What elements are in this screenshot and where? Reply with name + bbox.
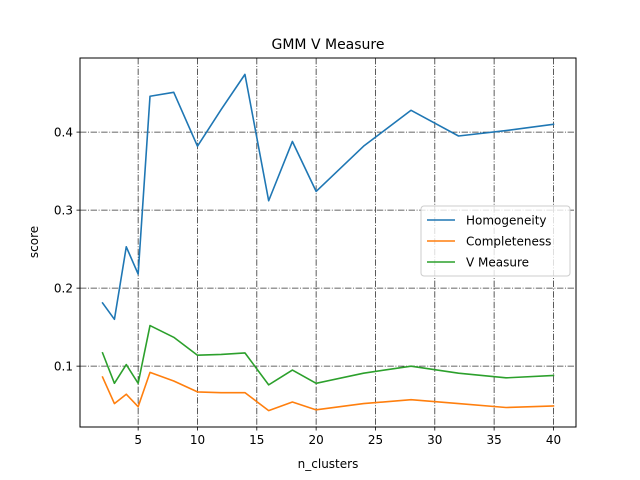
- y-tick-label: 0.4: [54, 126, 73, 140]
- y-tick-label: 0.2: [54, 282, 73, 296]
- x-tick-label: 15: [249, 433, 264, 447]
- legend: Homogeneity Completeness V Measure: [420, 205, 571, 277]
- x-tick-label: 25: [368, 433, 383, 447]
- legend-label-completeness: Completeness: [466, 235, 551, 249]
- x-tick-label: 35: [486, 433, 501, 447]
- x-tick-label: 10: [190, 433, 205, 447]
- x-tick-label: 5: [134, 433, 142, 447]
- y-tick-label: 0.1: [54, 360, 73, 374]
- series-line-v-measure: [101, 324, 555, 386]
- legend-label-v-measure: V Measure: [466, 256, 529, 270]
- y-axis-label: score: [27, 226, 41, 258]
- grid: [80, 58, 576, 427]
- plot-frame: [79, 57, 577, 428]
- series-lines: [101, 73, 555, 412]
- legend-box: [420, 205, 571, 277]
- x-tick-label: 30: [427, 433, 442, 447]
- y-tick-label: 0.3: [54, 204, 73, 218]
- x-tick-label: 40: [546, 433, 561, 447]
- series-line-homogeneity: [101, 73, 555, 321]
- series-line-completeness: [101, 371, 555, 412]
- chart-title: GMM V Measure: [272, 37, 385, 53]
- y-ticks: 0.1 0.2 0.3 0.4: [54, 126, 80, 374]
- x-ticks: 5 10 15 20 25 30 35 40: [134, 427, 561, 447]
- legend-label-homogeneity: Homogeneity: [466, 214, 547, 228]
- x-axis-label: n_clusters: [298, 457, 359, 471]
- x-tick-label: 20: [308, 433, 323, 447]
